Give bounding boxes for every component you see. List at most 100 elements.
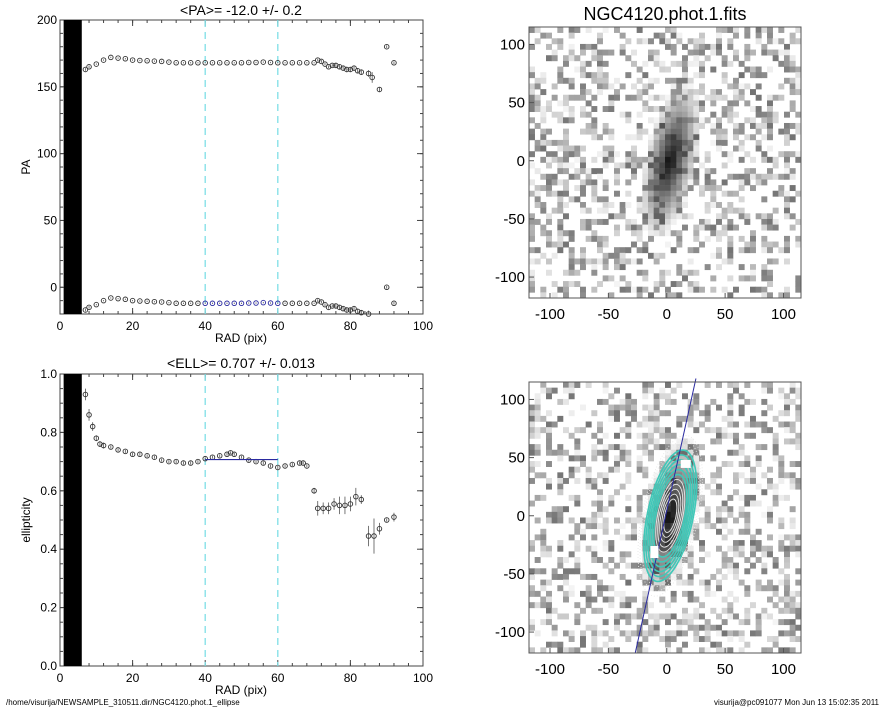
image-pixel [568,43,575,50]
image-pixel [540,77,547,84]
image-pixel [540,106,547,112]
image-pixel [636,27,643,33]
image-pixel [778,607,785,614]
image-pixel [563,286,569,293]
image-pixel [755,619,762,626]
image-pixel [551,506,558,513]
image-pixel [642,38,649,45]
image-pixel [659,477,666,484]
image-pixel [631,528,637,535]
image-pixel [568,585,575,592]
image-pixel [546,602,552,609]
image-pixel [744,398,751,405]
image-pixel [574,562,581,569]
image-pixel [597,494,603,501]
image-pixel [631,415,637,422]
image-pixel [625,534,632,541]
image-pixel [750,72,756,79]
x-tick-label: 100 [771,661,796,678]
y-tick-label: 0 [50,280,57,294]
data-point [344,307,350,313]
image-pixel [563,573,569,580]
image-pixel [602,444,609,451]
image-pixel [795,534,802,541]
image-pixel [648,387,654,394]
image-pixel [591,624,598,631]
image-pixel [608,393,615,400]
image-pixel [716,247,722,254]
data-point [231,60,237,66]
image-pixel [767,134,773,141]
data-point [289,60,296,66]
image-pixel [653,134,660,141]
image-pixel [784,122,790,129]
image-pixel [699,624,705,631]
image-pixel [665,185,671,192]
image-pixel [642,196,649,203]
image-pixel [636,500,643,507]
image-pixel [529,213,535,220]
data-point [365,311,372,317]
image-pixel [529,43,535,50]
image-pixel [699,122,705,129]
image-pixel [755,286,762,293]
image-pixel [602,506,609,513]
image-pixel [682,128,688,135]
data-point [238,300,245,307]
image-pixel [653,534,660,541]
image-pixel [733,77,739,84]
image-pixel [608,156,615,163]
image-pixel [670,100,677,107]
image-pixel [659,117,666,124]
image-pixel [659,393,666,400]
image-pixel [608,540,615,547]
image-pixel [789,540,796,547]
image-pixel [687,557,694,563]
image-pixel [795,151,802,158]
image-pixel [597,506,603,513]
image-pixel [648,134,654,141]
image-pixel [670,281,677,288]
image-pixel [721,551,728,558]
image-pixel [653,393,660,400]
image-pixel [789,66,796,73]
image-pixel [670,139,677,146]
image-pixel [744,168,751,175]
ellipse-contour [657,483,684,548]
image-pixel [540,387,547,394]
image-pixel [602,449,609,456]
data-point [376,526,383,532]
x-tick-label: 100 [771,306,796,323]
image-pixel [670,630,677,637]
image-pixel [761,213,768,220]
image-pixel [670,494,677,501]
image-pixel [529,27,535,33]
image-pixel [778,94,785,101]
image-pixel [585,624,592,631]
image-pixel [597,207,603,214]
image-pixel [676,421,683,428]
image-pixel [727,151,734,158]
image-pixel [665,528,671,535]
image-pixel [682,190,688,197]
image-pixel [687,168,694,175]
image-pixel [721,111,728,118]
image-pixel [557,162,564,169]
data-point [82,66,89,73]
image-pixel [755,613,762,620]
image-pixel [744,477,751,484]
image-pixel [602,455,609,462]
image-pixel [642,162,649,169]
image-pixel [608,128,615,135]
image-pixel [597,72,603,79]
image-pixel [772,173,779,180]
image-pixel [574,156,581,163]
image-pixel [597,77,603,84]
image-pixel [721,224,728,231]
image-pixel [738,506,745,513]
image-pixel [619,573,626,580]
data-point [358,69,365,75]
image-pixel [676,32,683,39]
image-pixel [670,145,677,152]
